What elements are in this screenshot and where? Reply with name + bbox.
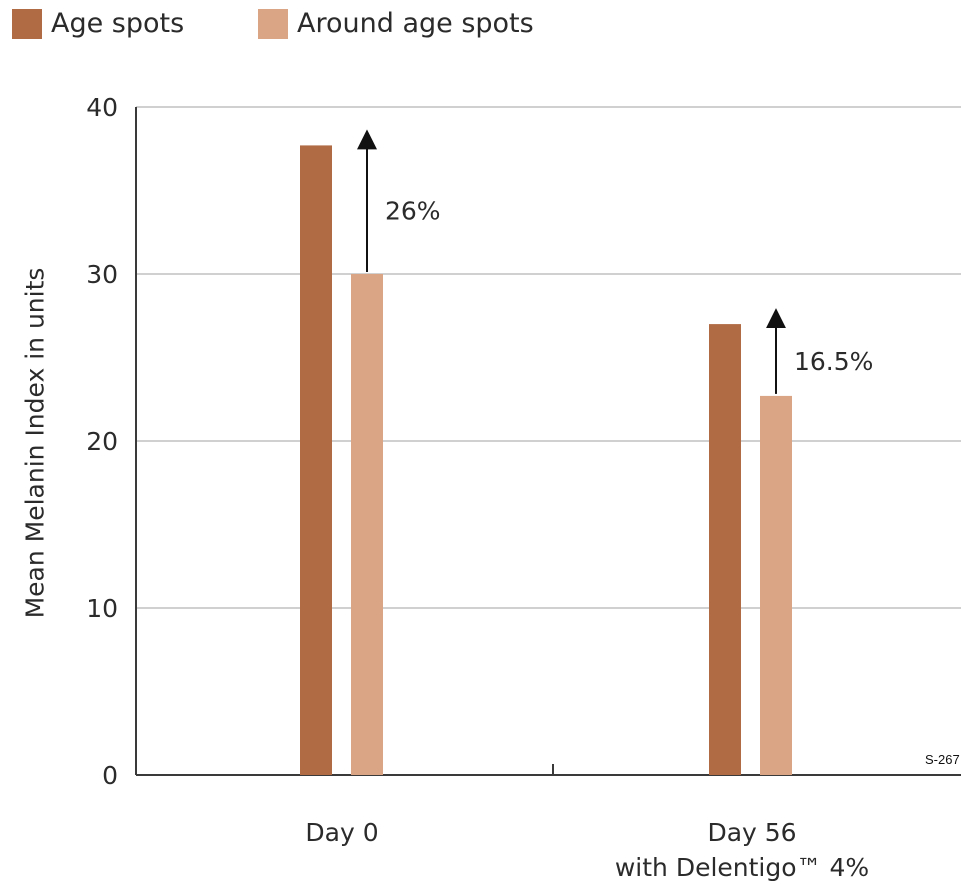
y-tick-label: 40 xyxy=(86,93,118,122)
x-category-label: Day 56 xyxy=(707,818,796,847)
bar-age-spots xyxy=(300,145,332,775)
legend-swatch-around-age-spots xyxy=(258,8,288,39)
y-tick-label: 0 xyxy=(102,761,118,790)
bar-around-age-spots xyxy=(760,395,792,775)
change-label: 16.5% xyxy=(794,347,873,376)
bar-age-spots xyxy=(709,324,741,775)
legend-item-age-spots: Age spots xyxy=(12,8,184,39)
y-tick-label: 10 xyxy=(86,594,118,623)
legend-swatch-age-spots xyxy=(12,8,42,39)
change-label: 26% xyxy=(385,197,441,226)
y-tick-label: 30 xyxy=(86,260,118,289)
bar-around-age-spots xyxy=(351,274,383,775)
legend-label-age-spots: Age spots xyxy=(51,8,185,39)
x-category-label: Day 0 xyxy=(305,818,378,847)
figure-code: S-267 xyxy=(925,752,960,767)
x-category-sublabel: with Delentigo™ 4% xyxy=(615,853,869,882)
y-tick-label: 20 xyxy=(86,427,118,456)
legend-label-around-age-spots: Around age spots xyxy=(297,8,534,39)
legend-item-around-age-spots: Around age spots xyxy=(258,8,534,39)
